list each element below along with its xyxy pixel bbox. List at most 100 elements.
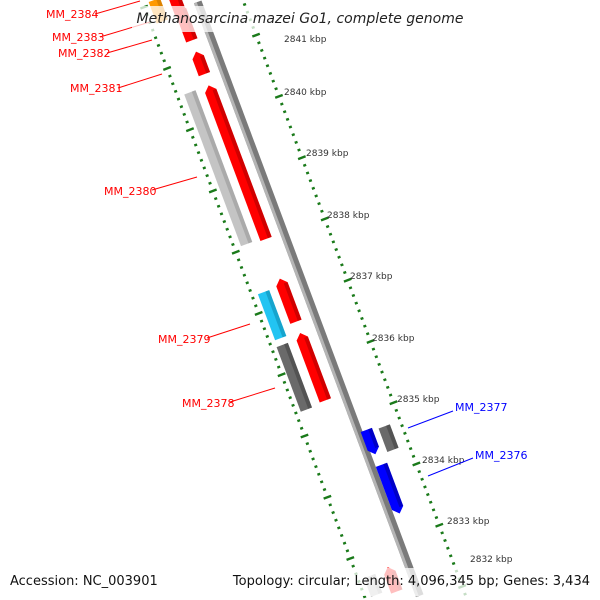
ruler-major-tick: [389, 400, 398, 406]
gene-label[interactable]: MM_2380: [104, 185, 156, 198]
accession-text: Accession: NC_003901: [10, 574, 158, 589]
ruler-major-tick: [274, 93, 284, 99]
ruler-minor-tick: [239, 265, 244, 270]
gene-label[interactable]: MM_2381: [70, 82, 122, 95]
ruler-minor-tick: [274, 87, 278, 91]
ruler-label: 2841 kbp: [284, 35, 327, 45]
gene-label[interactable]: MM_2382: [58, 47, 110, 60]
gene-feature[interactable]: [203, 83, 272, 242]
ruler-minor-tick: [314, 464, 318, 469]
ruler-minor-tick: [208, 181, 212, 185]
ruler-minor-tick: [428, 500, 433, 504]
ruler-minor-tick: [334, 518, 338, 522]
ruler-minor-tick: [425, 492, 430, 497]
ruler-minor-tick: [159, 51, 164, 55]
ruler-minor-tick: [297, 148, 301, 152]
ruler-minor-tick: [408, 446, 413, 451]
ruler-major-tick: [366, 338, 375, 344]
ruler-minor-tick: [271, 350, 275, 354]
ruler-minor-tick: [380, 370, 384, 374]
ruler-minor-tick: [265, 64, 270, 68]
ruler-minor-tick: [294, 140, 298, 144]
ruler-label: 2840 kbp: [284, 88, 327, 98]
ruler-minor-tick: [279, 102, 284, 106]
ruler-minor-tick: [417, 469, 422, 474]
gene-label[interactable]: MM_2378: [182, 397, 234, 410]
ruler-minor-tick: [156, 43, 161, 48]
gene-feature[interactable]: [295, 331, 331, 403]
ruler-minor-tick: [288, 396, 292, 400]
gene-leader-line: [206, 323, 251, 339]
gene-label[interactable]: MM_2379: [158, 333, 210, 346]
ruler-minor-tick: [420, 477, 424, 481]
ruler-major-tick: [412, 461, 421, 467]
ruler-minor-tick: [443, 538, 447, 543]
gene-label[interactable]: MM_2384: [46, 8, 98, 21]
ruler-major-tick: [251, 32, 261, 38]
backbone-highlight: [193, 2, 419, 598]
ruler-major-tick: [435, 522, 444, 528]
ruler-minor-tick: [377, 362, 381, 367]
ruler-minor-tick: [328, 232, 333, 236]
ruler-minor-tick: [360, 316, 364, 321]
ruler-minor-tick: [302, 163, 307, 167]
gene-feature[interactable]: [375, 462, 405, 516]
ruler-label: 2836 kbp: [372, 334, 415, 344]
ruler-minor-tick: [291, 133, 296, 137]
ruler-minor-tick: [274, 357, 278, 362]
ruler-minor-tick: [276, 365, 281, 369]
ruler-minor-tick: [351, 564, 355, 568]
ruler-minor-tick: [385, 385, 390, 390]
gene-feature[interactable]: [360, 427, 381, 457]
ruler-minor-tick: [173, 89, 178, 94]
ruler-minor-tick: [340, 263, 344, 267]
ruler-minor-tick: [339, 533, 344, 538]
ruler-minor-tick: [213, 196, 218, 201]
ruler-major-tick: [162, 65, 172, 71]
ruler-major-tick: [185, 127, 195, 133]
ruler-minor-tick: [296, 419, 301, 423]
ruler-minor-tick: [348, 286, 353, 290]
ruler-minor-tick: [268, 342, 272, 346]
ruler-minor-tick: [320, 209, 324, 213]
ruler-minor-tick: [431, 508, 436, 512]
gene-feature[interactable]: [257, 290, 287, 341]
ruler-minor-tick: [219, 212, 224, 216]
gene-label[interactable]: MM_2383: [52, 31, 104, 44]
ruler-minor-tick: [448, 554, 453, 558]
gene-feature[interactable]: [184, 90, 253, 247]
ruler-major-tick: [320, 216, 329, 222]
ruler-minor-tick: [403, 431, 407, 435]
gene-label[interactable]: MM_2377: [455, 401, 507, 414]
ruler-minor-tick: [317, 201, 321, 206]
ruler-minor-tick: [153, 36, 158, 40]
gene-label[interactable]: MM_2376: [475, 449, 527, 462]
ruler-major-tick: [343, 277, 352, 283]
gene-feature[interactable]: [190, 50, 211, 77]
ruler-minor-tick: [365, 332, 370, 336]
ruler-minor-tick: [262, 56, 267, 60]
ruler-minor-tick: [411, 454, 416, 458]
genome-summary-text: Topology: circular; Length: 4,096,345 bp…: [232, 574, 590, 589]
ruler-minor-tick: [225, 227, 230, 231]
gene-feature[interactable]: [274, 277, 302, 324]
ruler-minor-tick: [271, 79, 276, 83]
ruler-minor-tick: [337, 255, 341, 259]
ruler-major-tick: [297, 155, 307, 161]
ruler-minor-tick: [288, 125, 293, 129]
ruler-minor-tick: [291, 403, 295, 407]
ruler-minor-tick: [228, 235, 232, 239]
ruler-minor-tick: [305, 441, 310, 446]
ruler-minor-tick: [383, 378, 387, 382]
gene-feature[interactable]: [378, 424, 399, 452]
ruler-minor-tick: [259, 48, 264, 53]
ruler-minor-tick: [345, 549, 350, 553]
ruler-minor-tick: [170, 82, 175, 86]
ruler-label: 2838 kbp: [327, 211, 370, 221]
gene-feature[interactable]: [276, 342, 313, 412]
ruler-minor-tick: [202, 166, 207, 170]
ruler-minor-tick: [311, 457, 315, 461]
ruler-minor-tick: [357, 309, 361, 313]
ruler-minor-tick: [397, 416, 402, 420]
